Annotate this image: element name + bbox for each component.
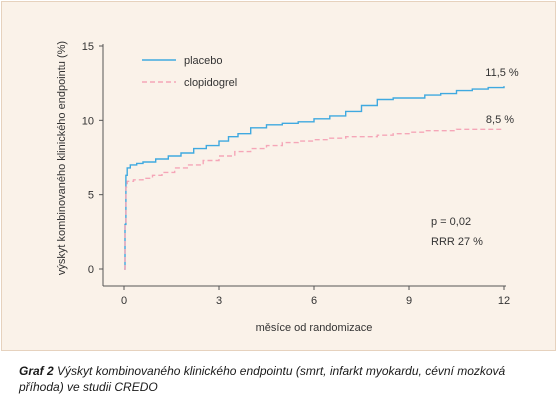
x-tick-label: 3 [216,295,222,307]
x-tick-label: 9 [406,295,412,307]
x-tick-label: 0 [121,295,127,307]
figure-caption: Graf 2 Výskyt kombinovaného klinického e… [19,363,549,395]
legend-label-placebo: placebo [184,55,223,67]
end-label-placebo: 11,5 % [485,67,519,79]
x-tick-label: 6 [311,295,317,307]
caption-number: Graf 2 [19,364,54,378]
labels: výskyt kombinovaného klinického endpoint… [56,41,519,334]
x-axis-label: měsíce od randomizace [256,322,373,334]
axes [102,44,506,287]
line-chart: 0 5 10 15 0 3 6 9 12 výskyt kombinovaného klinic… [56,41,519,334]
x-tick-label: 12 [498,295,510,307]
legend: placebo clopidogrel [142,55,237,89]
y-axis-label: výskyt kombinovaného klinického endpoint… [56,41,68,275]
y-tick-label: 5 [88,190,94,202]
ticks: 0 5 10 15 0 3 6 9 12 [82,41,510,307]
series [124,86,505,270]
end-label-clopidogrel: 8,5 % [486,114,514,126]
series-line-placebo [124,86,505,270]
legend-label-clopidogrel: clopidogrel [184,77,237,89]
annotation-p-value: p = 0,02 [431,216,471,228]
annotation-rrr: RRR 27 % [431,236,483,248]
y-tick-label: 10 [82,115,94,127]
series-line-clopidogrel [124,128,504,270]
y-tick-label: 15 [82,41,94,53]
chart-panel [1,1,556,351]
y-tick-label: 0 [88,264,94,276]
caption-text: Výskyt kombinovaného klinického endpoint… [19,364,506,394]
